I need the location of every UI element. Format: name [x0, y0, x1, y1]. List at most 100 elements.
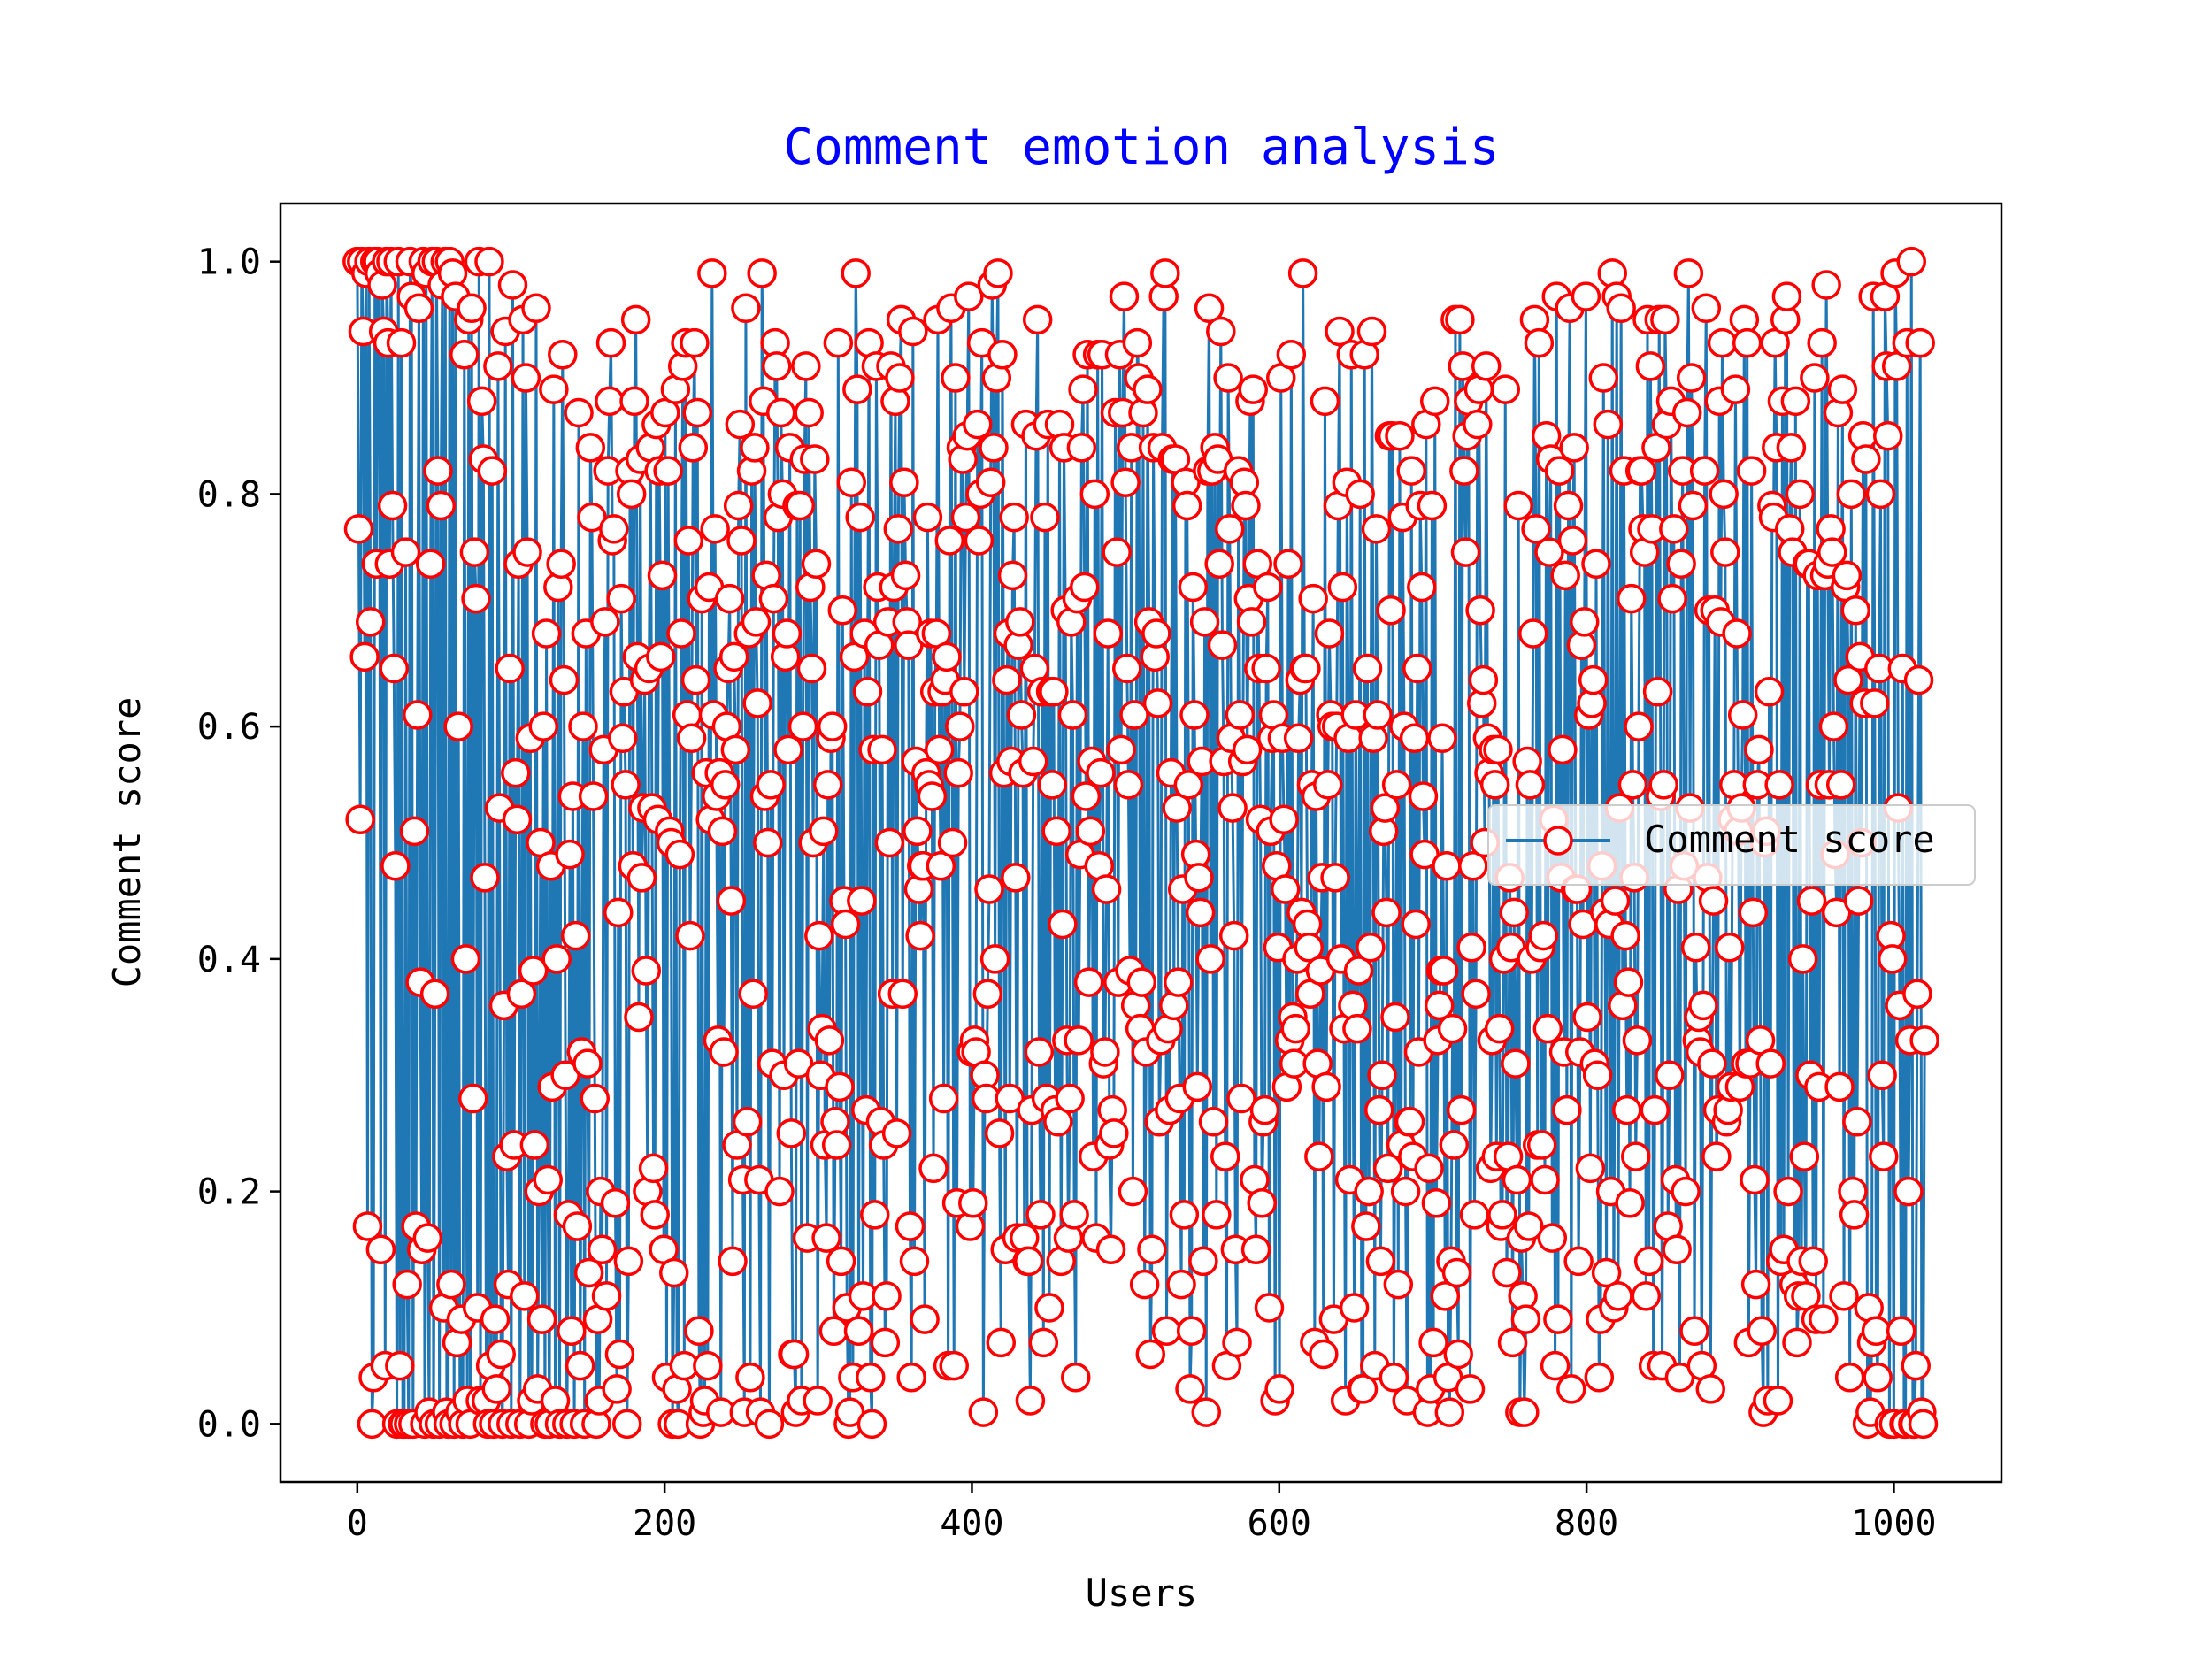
data-point [928, 1083, 959, 1114]
data-point [1701, 1141, 1732, 1171]
y-tick-label: 0.2 [197, 1172, 261, 1213]
data-point [898, 316, 928, 347]
data-point [1600, 886, 1631, 916]
data-point [1141, 618, 1171, 649]
data-point [1612, 1094, 1642, 1125]
data-point [707, 816, 738, 847]
data-point [1417, 490, 1448, 521]
data-point [1126, 967, 1157, 997]
data-point [1569, 607, 1600, 637]
data-point [1556, 1374, 1586, 1404]
data-point [741, 607, 772, 637]
data-point [823, 327, 854, 358]
data-point [1102, 537, 1132, 567]
data-point [631, 956, 662, 986]
data-point [867, 734, 897, 765]
data-point [716, 886, 747, 916]
data-point [1022, 304, 1053, 335]
data-point [843, 1316, 874, 1346]
data-point [1851, 444, 1881, 474]
data-point [937, 827, 968, 858]
data-point [1524, 327, 1555, 358]
data-point [885, 363, 915, 393]
data-point [1310, 386, 1340, 417]
data-point [700, 514, 730, 544]
data-point [1680, 932, 1711, 963]
data-point [1206, 316, 1236, 347]
data-point [1354, 1176, 1384, 1207]
data-point [1836, 479, 1867, 510]
data-point [512, 537, 542, 567]
data-point [905, 920, 935, 951]
legend: Comment score [1487, 804, 1976, 886]
data-point [1363, 700, 1393, 730]
data-point [1240, 1234, 1271, 1265]
data-point [1593, 409, 1624, 440]
data-point [675, 920, 705, 951]
data-point [1298, 583, 1328, 614]
data-point [1839, 1200, 1870, 1230]
data-point [578, 781, 609, 811]
data-point [1142, 688, 1173, 718]
data-point [546, 549, 576, 579]
data-point [470, 863, 500, 893]
data-point [1380, 1002, 1410, 1033]
data-point [501, 757, 531, 788]
data-point [1657, 583, 1687, 614]
data-point [1863, 1363, 1893, 1393]
y-axis: 0.0 0.2 0.4 0.6 0.8 1.0 [197, 242, 280, 1445]
data-point [528, 711, 559, 741]
data-point [870, 1327, 901, 1358]
data-point [814, 1025, 845, 1056]
data-point [380, 851, 411, 881]
data-point [1024, 1037, 1055, 1067]
data-point [1342, 1013, 1372, 1044]
data-point [1543, 1304, 1573, 1334]
legend-label: Comment score [1644, 818, 1935, 861]
data-point [1497, 1327, 1528, 1358]
data-point [804, 920, 834, 951]
data-point [756, 770, 786, 800]
data-point [1339, 1293, 1370, 1323]
data-point [910, 1304, 940, 1334]
data-point [1443, 1339, 1473, 1370]
data-point [1179, 700, 1210, 730]
data-point [754, 1409, 785, 1440]
data-point [1865, 479, 1896, 510]
data-point [1903, 664, 1934, 695]
data-point [1169, 1200, 1200, 1230]
data-point [934, 526, 965, 556]
data-point [803, 1386, 833, 1416]
data-point [1671, 397, 1702, 428]
data-point [1722, 618, 1752, 649]
data-point [1184, 863, 1214, 893]
data-point [1515, 770, 1546, 800]
data-point [726, 526, 757, 556]
data-point [836, 467, 866, 498]
data-point [1018, 746, 1048, 777]
data-point [1800, 363, 1830, 393]
data-point [1492, 1257, 1522, 1288]
data-point [1655, 1060, 1685, 1090]
data-point [983, 258, 1013, 288]
data-point [1270, 874, 1301, 904]
data-point [1191, 1397, 1221, 1427]
data-point [604, 1339, 635, 1370]
data-point [1697, 1048, 1727, 1079]
data-point [423, 456, 453, 486]
data-point [1521, 514, 1551, 544]
data-point [1236, 607, 1267, 637]
data-point [753, 827, 783, 858]
data-point [1034, 1293, 1064, 1323]
data-point [481, 1374, 511, 1404]
data-point [1773, 1176, 1803, 1207]
data-point [591, 1281, 622, 1311]
data-point [773, 734, 803, 765]
data-point [1207, 630, 1238, 660]
data-point [608, 723, 638, 754]
data-point [436, 1269, 466, 1300]
data-point [1294, 932, 1324, 963]
data-point [1273, 549, 1303, 579]
data-point [1698, 886, 1729, 916]
